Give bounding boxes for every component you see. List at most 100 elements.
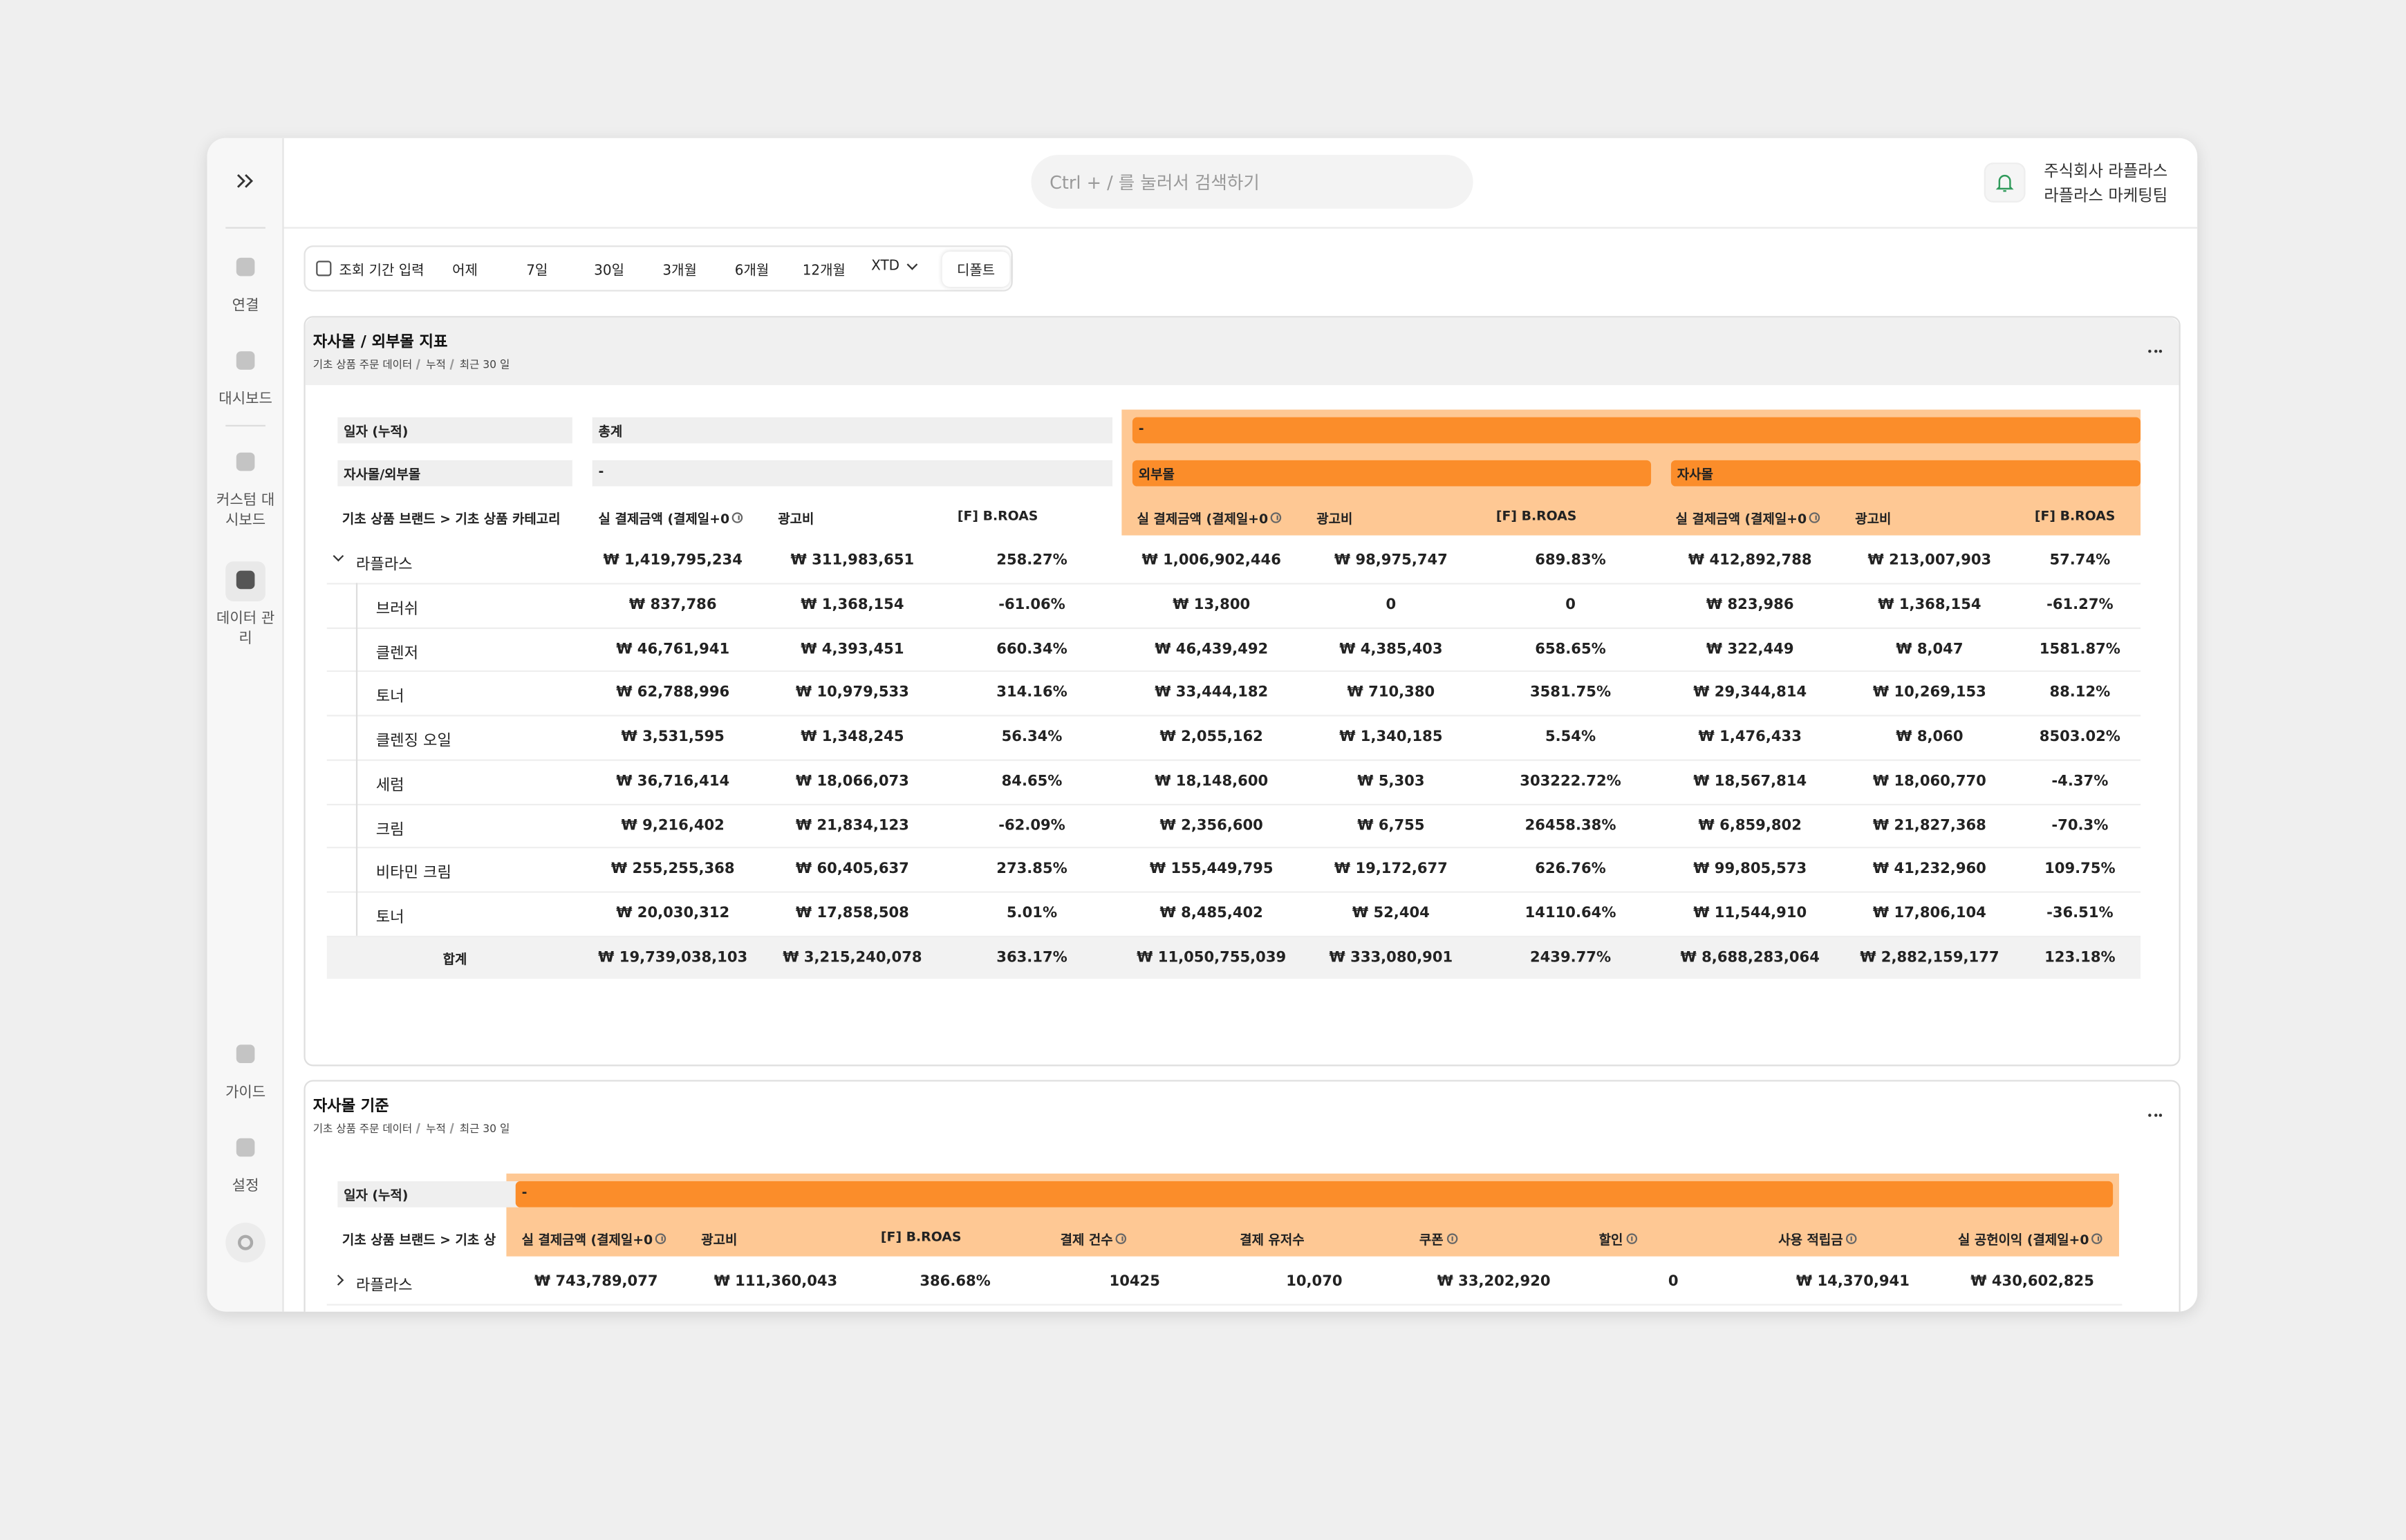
row-name: 토너 bbox=[375, 689, 404, 706]
cell-value: ₩ 837,786 bbox=[628, 596, 717, 614]
header-group: 외부몰 bbox=[1132, 460, 1652, 487]
cell-value: ₩ 98,975,747 bbox=[1334, 552, 1448, 570]
column-header[interactable]: 실 공헌이익 (결제일+0 bbox=[1957, 1233, 2089, 1249]
bell-icon bbox=[1995, 174, 2014, 192]
header-group: 자사몰 bbox=[1670, 460, 2141, 487]
period-option[interactable]: 7일 bbox=[526, 263, 548, 279]
nav-label[interactable]: 연결 bbox=[232, 297, 259, 314]
column-header[interactable]: 실 결제금액 (결제일+0 bbox=[1137, 512, 1269, 528]
search-box[interactable] bbox=[1031, 155, 1473, 209]
cell-value: ₩ 18,066,073 bbox=[795, 773, 909, 790]
header-group: - bbox=[592, 460, 1113, 487]
expand-button[interactable] bbox=[235, 172, 257, 191]
nav-label[interactable]: 설정 bbox=[232, 1178, 259, 1195]
column-header[interactable]: 실 결제금액 (결제일+0 bbox=[598, 512, 730, 528]
sidebar bbox=[207, 138, 284, 1312]
row-border bbox=[326, 847, 2141, 849]
cell-value: 123.18% bbox=[2044, 949, 2116, 966]
cell-value: ₩ 2,055,162 bbox=[1159, 729, 1263, 746]
cell-value: ₩ 11,544,910 bbox=[1693, 905, 1807, 922]
nav-label[interactable]: 데이터 관리 bbox=[216, 610, 275, 648]
cell-value: 386.68% bbox=[920, 1273, 991, 1290]
cell-value: -62.09% bbox=[998, 816, 1065, 834]
column-header[interactable]: 결제 건수 bbox=[1060, 1233, 1113, 1249]
cell-value: ₩ 52,404 bbox=[1352, 905, 1430, 922]
team-name: 라플라스 마케팅팀 bbox=[2044, 187, 2168, 206]
column-header[interactable]: 광고비 bbox=[701, 1233, 738, 1249]
cell-value: ₩ 14,370,941 bbox=[1796, 1273, 1910, 1290]
column-header[interactable]: 사용 적립금 bbox=[1778, 1233, 1843, 1249]
cell-value: 26458.38% bbox=[1524, 816, 1616, 834]
column-header[interactable]: [F] B.ROAS bbox=[1495, 509, 1577, 525]
cell-value: 10425 bbox=[1109, 1273, 1160, 1290]
column-header[interactable]: [F] B.ROAS bbox=[2034, 509, 2116, 525]
cell-value: ₩ 1,476,433 bbox=[1698, 729, 1802, 746]
header-group: - bbox=[1132, 417, 2141, 444]
nav-label[interactable]: 대시보드 bbox=[218, 391, 272, 409]
cell-value: ₩ 823,986 bbox=[1706, 596, 1794, 614]
cell-value: ₩ 17,806,104 bbox=[1872, 905, 1986, 922]
row-border bbox=[326, 670, 2141, 673]
period-option[interactable]: 디폴트 bbox=[956, 263, 996, 279]
column-header[interactable]: 실 결제금액 (결제일+0 bbox=[1675, 512, 1807, 528]
nav-label[interactable]: 가이드 bbox=[225, 1084, 266, 1102]
cell-value: ₩ 4,385,403 bbox=[1339, 640, 1443, 658]
cell-value: 0 bbox=[1668, 1273, 1679, 1290]
column-header[interactable]: 할인 bbox=[1598, 1233, 1623, 1249]
column-header[interactable]: 광고비 bbox=[1855, 512, 1892, 528]
column-header[interactable]: 쿠폰 bbox=[1419, 1233, 1444, 1249]
period-option[interactable]: 3개월 bbox=[662, 263, 697, 279]
search-placeholder[interactable]: Ctrl + / 를 눌러서 검색하기 bbox=[1050, 171, 1260, 194]
cell-value: 88.12% bbox=[2049, 684, 2111, 702]
period-option[interactable]: 어제 bbox=[452, 263, 478, 279]
cell-value: ₩ 8,485,402 bbox=[1159, 905, 1263, 922]
period-option[interactable]: 12개월 bbox=[802, 263, 846, 279]
notification-button[interactable] bbox=[1984, 162, 2026, 203]
period-option[interactable]: 30일 bbox=[594, 263, 624, 279]
breadcrumb-item: 기초 상품 주문 데이터 bbox=[313, 359, 413, 372]
column-header[interactable]: [F] B.ROAS bbox=[880, 1230, 962, 1246]
cell-value: ₩ 46,439,492 bbox=[1155, 640, 1269, 658]
period-bar bbox=[304, 245, 1013, 292]
period-option[interactable]: 6개월 bbox=[734, 263, 770, 279]
cell-value: ₩ 743,789,077 bbox=[534, 1273, 658, 1290]
column-header[interactable]: [F] B.ROAS bbox=[957, 509, 1038, 525]
cell-value: ₩ 17,858,508 bbox=[795, 905, 909, 922]
nav-icon bbox=[236, 1138, 255, 1157]
cell-value: 56.34% bbox=[1001, 729, 1063, 746]
more-dot bbox=[2158, 1114, 2163, 1117]
cell-value: 363.17% bbox=[996, 949, 1067, 966]
cell-value: ₩ 3,215,240,078 bbox=[783, 949, 922, 966]
cell-value: ₩ 322,449 bbox=[1706, 640, 1794, 658]
nav-label[interactable]: 커스텀 대시보드 bbox=[216, 492, 275, 529]
cell-value: 5.01% bbox=[1006, 905, 1058, 922]
row-name: 토너 bbox=[375, 910, 404, 927]
cell-value: ₩ 21,827,368 bbox=[1872, 816, 1986, 834]
cell-value: 8503.02% bbox=[2039, 729, 2120, 746]
sidebar-divider bbox=[225, 424, 265, 426]
cell-value: ₩ 255,255,368 bbox=[610, 861, 735, 879]
breadcrumb-item: 최근 30 일 bbox=[459, 359, 510, 372]
tree-line bbox=[355, 582, 358, 936]
period-option[interactable]: 조회 기간 입력 bbox=[339, 263, 425, 279]
cell-value: ₩ 10,979,533 bbox=[795, 684, 909, 702]
cell-value: 689.83% bbox=[1535, 552, 1606, 570]
cell-value: ₩ 21,834,123 bbox=[795, 816, 909, 834]
info-icon bbox=[732, 511, 744, 523]
column-header[interactable]: 광고비 bbox=[1316, 512, 1353, 528]
period-option[interactable]: XTD bbox=[871, 259, 900, 275]
cell-value: 2439.77% bbox=[1529, 949, 1612, 966]
column-header[interactable]: 실 결제금액 (결제일+0 bbox=[521, 1233, 653, 1249]
row-name[interactable]: 라플라스 bbox=[355, 1277, 413, 1295]
cell-value: 57.74% bbox=[2049, 552, 2111, 570]
row-name[interactable]: 라플라스 bbox=[355, 556, 413, 574]
nav-icon bbox=[236, 1044, 255, 1064]
cell-value: ₩ 412,892,788 bbox=[1688, 552, 1812, 570]
column-header[interactable]: 결제 유저수 bbox=[1240, 1233, 1305, 1249]
row-name: 클렌저 bbox=[375, 645, 419, 662]
cell-value: ₩ 1,340,185 bbox=[1339, 729, 1443, 746]
row-name: 브러쉬 bbox=[375, 601, 419, 618]
column-header[interactable]: 광고비 bbox=[778, 512, 814, 528]
row-border bbox=[326, 1303, 2123, 1306]
